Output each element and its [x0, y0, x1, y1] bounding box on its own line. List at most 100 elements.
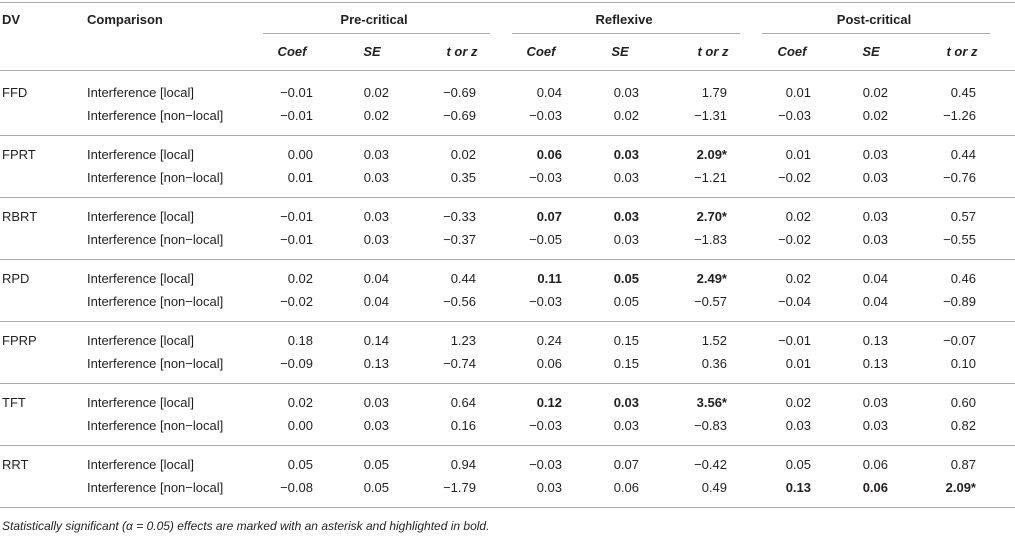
se-value: 0.03	[613, 232, 639, 247]
se-value: 0.03	[363, 232, 389, 247]
dv-label-fprt: FPRT	[2, 147, 36, 162]
se-value: 0.06	[613, 480, 639, 495]
coef-value: −0.01	[280, 209, 313, 224]
header-subcol-1-0: Coef	[526, 44, 556, 59]
t-value: −1.26	[943, 108, 976, 123]
coef-value: 0.01	[785, 85, 811, 100]
t-value: 0.16	[450, 418, 476, 433]
group-rule-2	[0, 259, 1015, 260]
se-value: 0.04	[363, 271, 389, 286]
comparison-label: Interference [local]	[87, 395, 194, 410]
t-value: 2.70*	[696, 209, 727, 224]
coef-value: 0.11	[537, 271, 562, 286]
dv-label-rbrt: RBRT	[2, 209, 38, 224]
t-value: 2.49*	[696, 271, 727, 286]
se-value: 0.03	[363, 209, 389, 224]
se-value: 0.02	[363, 108, 389, 123]
t-value: 0.35	[450, 170, 476, 185]
coef-value: −0.04	[778, 294, 811, 309]
se-value: 0.02	[862, 108, 888, 123]
header-subcol-1-1: SE	[611, 44, 629, 59]
se-value: 0.03	[862, 209, 888, 224]
coef-value: 0.02	[785, 271, 811, 286]
t-value: 0.94	[450, 457, 476, 472]
se-value: 0.03	[862, 395, 888, 410]
se-value: 0.03	[363, 418, 389, 433]
se-value: 0.05	[363, 480, 389, 495]
t-value: 1.52	[701, 333, 727, 348]
t-value: −0.56	[443, 294, 476, 309]
t-value: 0.46	[950, 271, 976, 286]
se-value: 0.07	[613, 457, 639, 472]
t-value: 0.64	[450, 395, 476, 410]
se-value: 0.05	[613, 271, 639, 286]
header-group-rule-0	[263, 33, 490, 34]
t-value: −0.76	[943, 170, 976, 185]
header-group-0: Pre-critical	[340, 12, 408, 27]
coef-value: −0.02	[778, 232, 811, 247]
coef-value: 0.18	[287, 333, 313, 348]
coef-value: 0.02	[287, 395, 313, 410]
coef-value: 0.03	[536, 480, 562, 495]
coef-value: 0.02	[785, 209, 811, 224]
t-value: 2.09*	[945, 480, 976, 495]
coef-value: 0.03	[785, 418, 811, 433]
comparison-label: Interference [local]	[87, 147, 194, 162]
coef-value: 0.13	[785, 480, 811, 495]
t-value: 0.49	[701, 480, 727, 495]
t-value: −1.21	[694, 170, 727, 185]
se-value: 0.13	[363, 356, 389, 371]
group-rule-0	[0, 135, 1015, 136]
t-value: 2.09*	[696, 147, 727, 162]
se-value: 0.15	[613, 333, 639, 348]
coef-value: −0.02	[280, 294, 313, 309]
coef-value: 0.24	[536, 333, 562, 348]
coef-value: 0.00	[287, 418, 313, 433]
coef-value: 0.02	[785, 395, 811, 410]
t-value: −0.83	[694, 418, 727, 433]
t-value: −0.55	[943, 232, 976, 247]
header-subcol-2-1: SE	[862, 44, 880, 59]
coef-value: 0.05	[785, 457, 811, 472]
se-value: 0.03	[613, 147, 639, 162]
comparison-label: Interference [non−local]	[87, 480, 224, 495]
t-value: −1.31	[694, 108, 727, 123]
t-value: −0.07	[943, 333, 976, 348]
coef-value: 0.04	[536, 85, 562, 100]
coef-value: 0.12	[536, 395, 562, 410]
t-value: −0.57	[694, 294, 727, 309]
dv-label-ffd: FFD	[2, 85, 28, 100]
coef-value: 0.02	[287, 271, 313, 286]
t-value: 1.23	[450, 333, 476, 348]
header-subcol-0-1: SE	[363, 44, 381, 59]
coef-value: 0.01	[785, 356, 811, 371]
coef-value: −0.03	[778, 108, 811, 123]
comparison-label: Interference [local]	[87, 271, 194, 286]
se-value: 0.03	[862, 232, 888, 247]
t-value: −1.83	[694, 232, 727, 247]
group-rule-4	[0, 383, 1015, 384]
t-value: 0.02	[450, 147, 476, 162]
t-value: −0.33	[443, 209, 476, 224]
coef-value: −0.01	[280, 85, 313, 100]
se-value: 0.04	[862, 294, 888, 309]
coef-value: −0.01	[280, 232, 313, 247]
t-value: 0.82	[950, 418, 976, 433]
se-value: 0.06	[862, 457, 888, 472]
se-value: 0.13	[862, 333, 888, 348]
se-value: 0.03	[613, 395, 639, 410]
t-value: −0.89	[943, 294, 976, 309]
t-value: 0.87	[950, 457, 976, 472]
t-value: 0.44	[950, 147, 976, 162]
coef-value: 0.01	[785, 147, 811, 162]
group-rule-6	[0, 507, 1015, 508]
se-value: 0.02	[862, 85, 888, 100]
coef-value: −0.01	[280, 108, 313, 123]
comparison-label: Interference [non−local]	[87, 170, 224, 185]
t-value: −0.69	[443, 85, 476, 100]
coef-value: 0.06	[536, 356, 562, 371]
t-value: −1.79	[443, 480, 476, 495]
coef-value: 0.00	[287, 147, 313, 162]
t-value: −0.42	[694, 457, 727, 472]
t-value: 0.36	[701, 356, 727, 371]
